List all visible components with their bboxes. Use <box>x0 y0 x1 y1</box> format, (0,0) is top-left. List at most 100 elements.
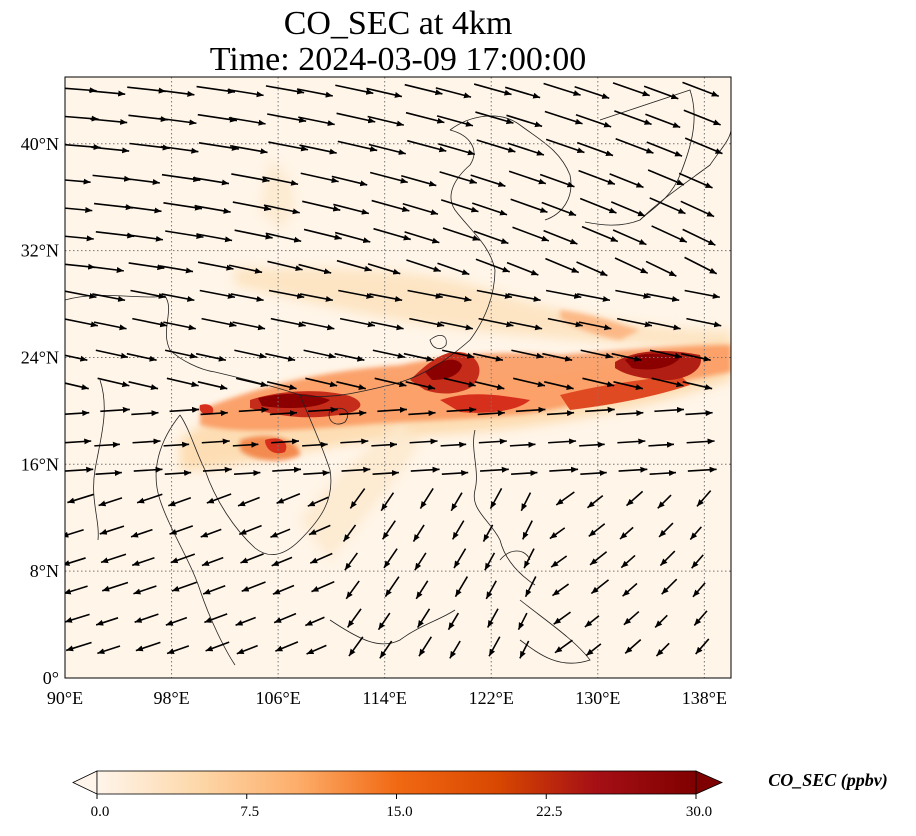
wind-arrow <box>696 490 712 507</box>
wind-arrow <box>197 381 228 391</box>
wind-arrow <box>695 638 710 655</box>
wind-arrow <box>232 201 272 212</box>
wind-arrow <box>303 228 342 240</box>
wind-arrow <box>335 84 374 95</box>
wind-arrow <box>415 580 429 600</box>
wind-arrow <box>298 116 335 127</box>
wind-arrow <box>440 199 479 213</box>
wind-arrow <box>614 110 652 126</box>
wind-arrow <box>680 200 715 218</box>
colorbar: 0.0 7.5 15.0 22.5 30.0 <box>72 770 723 820</box>
wind-arrow <box>339 317 376 328</box>
wind-arrow <box>407 139 447 153</box>
wind-arrow <box>237 496 260 507</box>
wind-arrow <box>405 111 445 124</box>
wind-arrow <box>228 264 263 274</box>
wind-arrow <box>262 176 299 186</box>
wind-arrow <box>165 616 188 626</box>
wind-arrow <box>684 137 723 155</box>
wind-arrow <box>410 466 440 473</box>
wind-arrow <box>614 257 649 274</box>
wind-arrow <box>269 410 298 417</box>
wind-arrow <box>524 576 537 598</box>
wind-arrow <box>302 200 341 212</box>
wind-arrow <box>610 201 646 217</box>
wind-arrow <box>273 612 297 624</box>
wind-arrow <box>616 410 644 417</box>
wind-arrow <box>545 257 580 274</box>
wind-arrow <box>166 645 190 655</box>
lat-tick-label-4: 32°N <box>21 241 59 261</box>
wind-arrow <box>135 641 161 652</box>
wind-arrow <box>238 524 262 536</box>
wind-arrow <box>646 293 680 302</box>
wind-arrow <box>578 169 616 186</box>
wind-arrow <box>234 349 267 359</box>
wind-arrow <box>624 639 642 654</box>
wind-arrow <box>336 381 366 391</box>
wind-arrow <box>342 524 357 542</box>
wind-arrow <box>612 229 647 246</box>
wind-arrow <box>206 493 232 504</box>
wind-arrow <box>472 352 504 362</box>
wind-arrow <box>171 581 198 592</box>
wind-arrow <box>687 466 717 473</box>
wind-arrow <box>192 176 230 186</box>
wind-arrow <box>234 229 273 240</box>
wind-arrow <box>95 470 122 477</box>
wind-arrow <box>268 141 309 152</box>
wind-arrow <box>299 144 337 155</box>
wind-arrow <box>643 85 679 100</box>
wind-arrow <box>416 608 431 628</box>
wind-arrow <box>169 406 200 413</box>
wind-arrow <box>407 289 443 299</box>
wind-arrow <box>609 173 644 189</box>
wind-arrow <box>159 265 194 274</box>
wind-arrow <box>579 441 605 448</box>
wind-arrow <box>473 83 512 96</box>
wind-arrow <box>506 261 539 276</box>
wind-arrow <box>436 115 474 127</box>
wind-arrow <box>678 172 713 189</box>
wind-arrow <box>266 381 297 391</box>
wind-arrow <box>308 406 338 413</box>
wind-arrow <box>126 352 157 362</box>
wind-arrow <box>655 642 670 657</box>
wind-arrow <box>204 613 228 624</box>
wind-arrow <box>625 490 644 507</box>
wind-arrow <box>544 110 583 125</box>
wind-arrow <box>654 406 685 413</box>
wind-arrow <box>377 612 391 631</box>
wind-arrow <box>511 470 538 477</box>
wind-arrow <box>305 377 338 388</box>
wind-arrow <box>649 197 686 215</box>
wind-arrow <box>555 491 575 506</box>
wind-arrow <box>90 265 124 273</box>
wind-arrow <box>340 438 369 445</box>
wind-arrow <box>613 381 644 391</box>
wind-arrow <box>97 377 130 388</box>
wind-arrow <box>65 410 90 417</box>
wind-arrow <box>551 583 570 597</box>
wind-arrow <box>368 143 406 155</box>
wind-arrow <box>478 438 507 445</box>
wind-arrow <box>419 488 434 509</box>
colorbar-tick-label-0: 0.0 <box>91 804 110 820</box>
wind-arrow <box>303 349 336 359</box>
wind-arrow <box>166 377 199 388</box>
wind-arrow <box>682 381 713 391</box>
wind-arrow <box>201 317 237 328</box>
wind-arrow <box>645 113 681 129</box>
wind-arrow <box>507 293 541 302</box>
wind-arrow <box>409 438 438 445</box>
wind-arrow <box>235 377 269 388</box>
wind-arrow <box>689 526 702 541</box>
wind-arrow <box>67 493 94 504</box>
wind-arrow <box>163 441 190 448</box>
wind-arrow <box>511 349 544 359</box>
wind-arrow <box>549 527 566 540</box>
wind-arrow <box>647 169 685 186</box>
wind-arrow <box>370 321 404 331</box>
wind-arrow <box>508 170 547 185</box>
wind-arrow <box>336 259 372 272</box>
